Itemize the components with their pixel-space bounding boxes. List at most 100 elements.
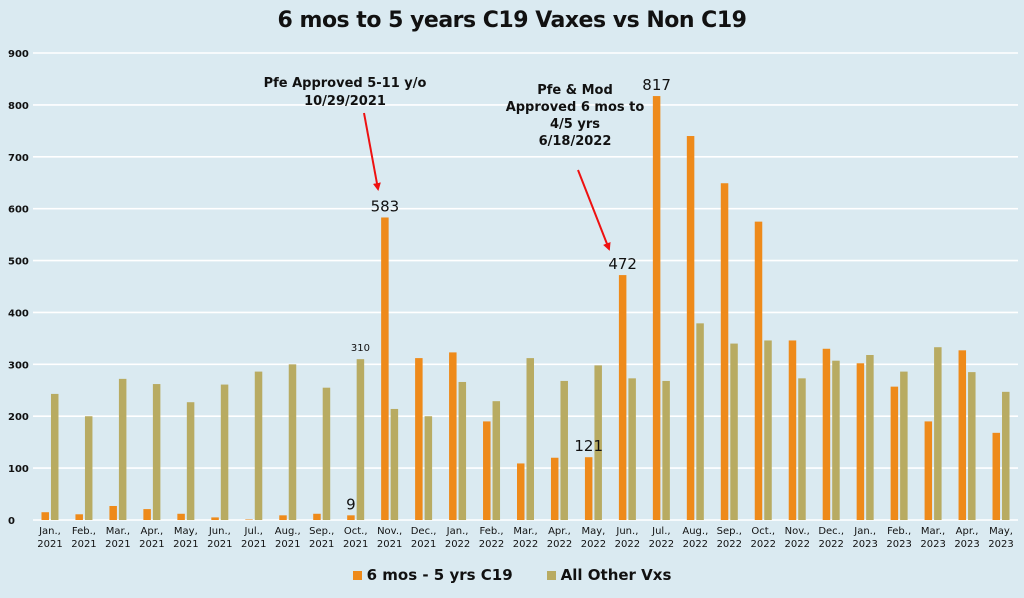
x-tick-month: May,	[989, 526, 1013, 537]
x-tick-year: 2022	[784, 539, 809, 550]
x-tick-month: Jul.,	[244, 526, 263, 537]
bar-other	[798, 378, 806, 520]
y-tick-label: 400	[8, 308, 29, 319]
bar-other	[696, 323, 704, 520]
x-tick-year: 2022	[683, 539, 708, 550]
x-tick-year: 2022	[818, 539, 843, 550]
x-tick-year: 2023	[920, 539, 945, 550]
data-label: 472	[608, 255, 637, 273]
x-tick-year: 2023	[886, 539, 911, 550]
x-tick-year: 2023	[852, 539, 877, 550]
x-tick-year: 2022	[717, 539, 742, 550]
data-labels: 9 310 583 121 472 817	[346, 76, 671, 513]
x-tick-month: Apr.,	[141, 526, 164, 537]
x-tick-month: Nov.,	[785, 526, 810, 537]
x-tick-month: Oct.,	[751, 526, 775, 537]
annotation-arrow	[363, 112, 381, 191]
bar-c19	[652, 96, 661, 520]
annotation-text: Approved 6 mos to	[506, 100, 645, 115]
bar-c19	[381, 217, 389, 520]
bar-other	[594, 365, 602, 520]
annotation-text: 4/5 yrs	[550, 117, 600, 132]
y-tick-label: 900	[8, 49, 29, 60]
x-tick-month: Dec.,	[411, 526, 437, 537]
legend-swatch-other	[546, 570, 556, 580]
data-label: 583	[371, 197, 400, 215]
bar-other	[662, 380, 670, 520]
bar-c19	[992, 432, 1001, 520]
bar-c19	[754, 221, 763, 520]
x-tick-month: Dec.,	[818, 526, 844, 537]
x-tick-month: Sep.,	[309, 526, 334, 537]
y-tick-label: 200	[8, 412, 29, 423]
annotation-arrow	[577, 169, 611, 251]
legend-swatch-c19	[352, 570, 362, 580]
bar-c19	[890, 386, 899, 520]
bar-other	[322, 387, 331, 520]
chart-title: 6 mos to 5 years C19 Vaxes vs Non C19	[277, 8, 747, 33]
bar-other	[526, 358, 534, 520]
bar-c19	[75, 514, 83, 520]
bar-c19	[856, 363, 865, 520]
x-tick-year: 2021	[343, 539, 368, 550]
legend-item-other: All Other Vxs	[546, 566, 671, 584]
data-label: 9	[346, 495, 356, 513]
bar-other	[254, 371, 263, 520]
bar-c19	[483, 421, 491, 520]
bar-c19	[924, 421, 933, 520]
bar-chart: 0 100 200 300 400 500 600 700 800 900 Jan., 2021 Fe…	[8, 49, 1018, 550]
x-tick-year: 2021	[173, 539, 198, 550]
bar-other	[934, 347, 942, 520]
x-tick-year: 2022	[479, 539, 504, 550]
bar-other	[560, 380, 568, 520]
bar-other	[50, 393, 59, 520]
x-tick-month: Aug.,	[682, 526, 708, 537]
x-tick-month: Jun.,	[615, 526, 638, 537]
data-label: 121	[574, 437, 603, 455]
x-tick-year: 2021	[139, 539, 164, 550]
bar-c19	[686, 136, 695, 520]
x-tick-month: Feb.,	[480, 526, 504, 537]
annotation-text: Pfe & Mod	[537, 83, 613, 98]
bar-c19	[41, 512, 49, 520]
annotation-text: 6/18/2022	[539, 134, 612, 149]
bar-c19	[584, 457, 593, 520]
x-tick-year: 2021	[37, 539, 62, 550]
bar-other	[288, 364, 297, 520]
x-tick-year: 2021	[71, 539, 96, 550]
x-tick-year: 2022	[445, 539, 470, 550]
y-tick-label: 800	[8, 101, 29, 112]
y-axis-ticks: 0 100 200 300 400 500 600 700 800 900	[8, 49, 29, 527]
x-tick-month: Jul.,	[651, 526, 670, 537]
bar-other	[458, 381, 467, 520]
bar-other	[356, 359, 365, 520]
bar-other	[390, 408, 399, 520]
bar-c19	[517, 463, 525, 520]
gridlines	[33, 52, 1018, 521]
x-tick-month: Jun.,	[208, 526, 231, 537]
bar-other	[968, 372, 976, 520]
bar-c19	[347, 515, 355, 520]
bar-c19	[449, 352, 457, 520]
y-tick-label: 600	[8, 205, 29, 216]
x-tick-month: Jan.,	[446, 526, 469, 537]
x-tick-year: 2021	[241, 539, 266, 550]
bar-other	[118, 378, 127, 520]
x-tick-month: Mar.,	[106, 526, 130, 537]
annotation-text: 10/29/2021	[304, 94, 386, 109]
x-tick-year: 2022	[649, 539, 674, 550]
x-tick-month: Nov.,	[377, 526, 402, 537]
bar-other	[866, 354, 874, 520]
bar-c19	[211, 517, 219, 520]
x-tick-month: Oct.,	[344, 526, 368, 537]
x-tick-month: Apr.,	[956, 526, 979, 537]
x-tick-month: Sep.,	[717, 526, 742, 537]
x-tick-year: 2022	[615, 539, 640, 550]
x-tick-month: Feb.,	[72, 526, 96, 537]
x-tick-year: 2021	[207, 539, 232, 550]
y-tick-label: 500	[8, 257, 29, 268]
bar-c19	[143, 509, 151, 520]
x-tick-year: 2021	[309, 539, 334, 550]
bar-c19	[788, 340, 797, 520]
x-tick-year: 2021	[411, 539, 436, 550]
